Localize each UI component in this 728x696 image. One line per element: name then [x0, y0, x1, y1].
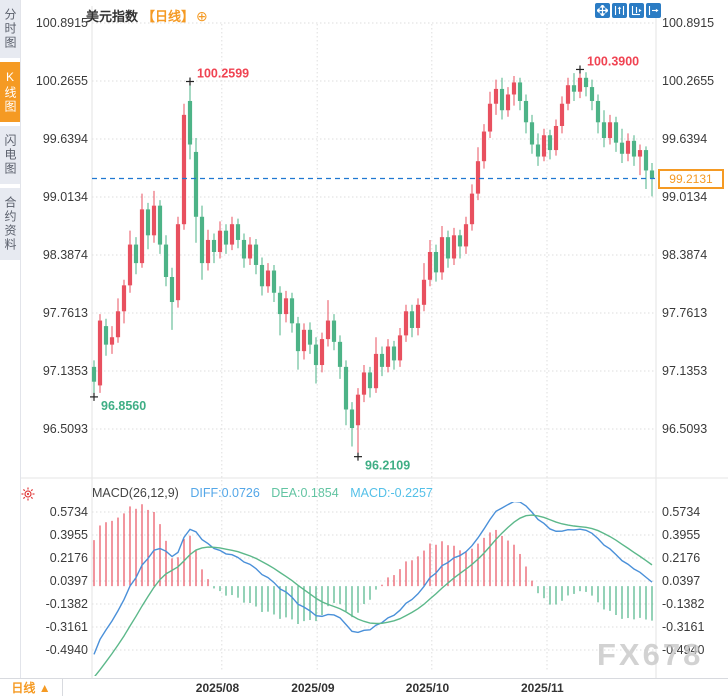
- period-tag[interactable]: 【日线】: [142, 9, 195, 24]
- sidebar-item-contract-info[interactable]: 合约资料: [0, 188, 20, 260]
- svg-text:-0.1382: -0.1382: [662, 597, 704, 611]
- svg-text:0.5734: 0.5734: [662, 505, 700, 519]
- svg-text:0.0397: 0.0397: [662, 574, 700, 588]
- svg-text:-0.3161: -0.3161: [46, 620, 88, 634]
- svg-text:96.5093: 96.5093: [43, 422, 88, 436]
- macd-diff-line: [93, 502, 653, 655]
- svg-text:100.2655: 100.2655: [662, 74, 714, 88]
- svg-text:100.8915: 100.8915: [662, 16, 714, 30]
- svg-text:99.0134: 99.0134: [43, 190, 88, 204]
- move-tool-button[interactable]: [595, 3, 610, 18]
- svg-text:98.3874: 98.3874: [662, 248, 707, 262]
- pan-right-icon: [648, 6, 659, 15]
- macd-hist-value: MACD:-0.2257: [350, 486, 433, 500]
- svg-text:0.3955: 0.3955: [50, 528, 88, 542]
- chart-title: 美元指数 【日线】 ⊕: [86, 6, 208, 25]
- sidebar-item-lightning[interactable]: 闪电图: [0, 126, 20, 184]
- x-axis-label: 2025/09: [291, 681, 335, 695]
- macd-header: MACD(26,12,9) DIFF:0.0726 DEA:0.1854 MAC…: [92, 486, 433, 500]
- svg-text:97.7613: 97.7613: [662, 306, 707, 320]
- macd-diff-value: DIFF:0.0726: [190, 486, 260, 500]
- chart-toolbar: [595, 3, 661, 18]
- svg-text:100.2599: 100.2599: [197, 67, 249, 81]
- symbol-name: 美元指数: [86, 9, 139, 24]
- svg-text:0.5734: 0.5734: [50, 505, 88, 519]
- svg-text:99.0134: 99.0134: [662, 190, 707, 204]
- gridlines: 100.8915 100.8915 100.2655 100.2655 99.6394 9…: [36, 16, 714, 672]
- move-tool-icon: [597, 5, 608, 16]
- sidebar-item-kline[interactable]: K线图: [0, 62, 20, 122]
- svg-text:97.1353: 97.1353: [662, 364, 707, 378]
- svg-text:100.8915: 100.8915: [36, 16, 88, 30]
- svg-text:96.2109: 96.2109: [365, 459, 410, 473]
- zoom-out-button[interactable]: [629, 3, 644, 18]
- price-annotations: 100.2599 100.3900 96.8560 96.2109: [90, 54, 639, 473]
- svg-text:0.0397: 0.0397: [50, 574, 88, 588]
- svg-text:99.6394: 99.6394: [43, 132, 88, 146]
- svg-text:0.3955: 0.3955: [662, 528, 700, 542]
- svg-text:97.7613: 97.7613: [43, 306, 88, 320]
- fx678-watermark: FX678: [597, 637, 704, 672]
- macd-dea-value: DEA:0.1854: [271, 486, 339, 500]
- svg-text:0.2176: 0.2176: [50, 551, 88, 565]
- svg-text:100.3900: 100.3900: [587, 54, 639, 68]
- period-dropdown-label: 日线: [11, 681, 36, 695]
- chevron-up-icon: ▲: [38, 681, 51, 695]
- macd-panel: [93, 502, 653, 676]
- macd-dea-line: [94, 514, 653, 676]
- x-axis-label: 2025/08: [195, 681, 240, 695]
- svg-text:98.3874: 98.3874: [43, 248, 88, 262]
- zoom-out-icon: [631, 6, 642, 16]
- macd-params: MACD(26,12,9): [92, 486, 179, 500]
- sidebar: 分时图 K线图 闪电图 合约资料: [0, 0, 21, 678]
- current-price-label: 99.2131: [658, 169, 724, 189]
- sidebar-item-timeshare[interactable]: 分时图: [0, 0, 20, 58]
- bottom-time-axis: 日线 ▲ 2025/08 2025/09 2025/10 2025/11: [0, 678, 728, 696]
- svg-text:96.8560: 96.8560: [101, 399, 146, 413]
- x-axis-label: 2025/11: [521, 681, 564, 695]
- pan-right-button[interactable]: [646, 3, 661, 18]
- svg-text:96.5093: 96.5093: [662, 422, 707, 436]
- candles-group: [91, 69, 655, 457]
- svg-text:-0.1382: -0.1382: [46, 597, 88, 611]
- svg-text:-0.3161: -0.3161: [662, 620, 704, 634]
- svg-text:100.2655: 100.2655: [36, 74, 88, 88]
- svg-text:-0.4940: -0.4940: [662, 643, 704, 657]
- x-axis-label: 2025/10: [405, 681, 450, 695]
- svg-text:0.2176: 0.2176: [662, 551, 700, 565]
- macd-settings-icon[interactable]: [21, 487, 35, 506]
- zoom-in-button[interactable]: [612, 3, 627, 18]
- svg-text:99.6394: 99.6394: [662, 132, 707, 146]
- svg-text:-0.4940: -0.4940: [46, 643, 88, 657]
- add-indicator-icon[interactable]: ⊕: [196, 8, 208, 24]
- zoom-in-icon: [614, 6, 625, 15]
- svg-text:97.1353: 97.1353: [43, 364, 88, 378]
- period-dropdown[interactable]: 日线 ▲: [0, 679, 63, 696]
